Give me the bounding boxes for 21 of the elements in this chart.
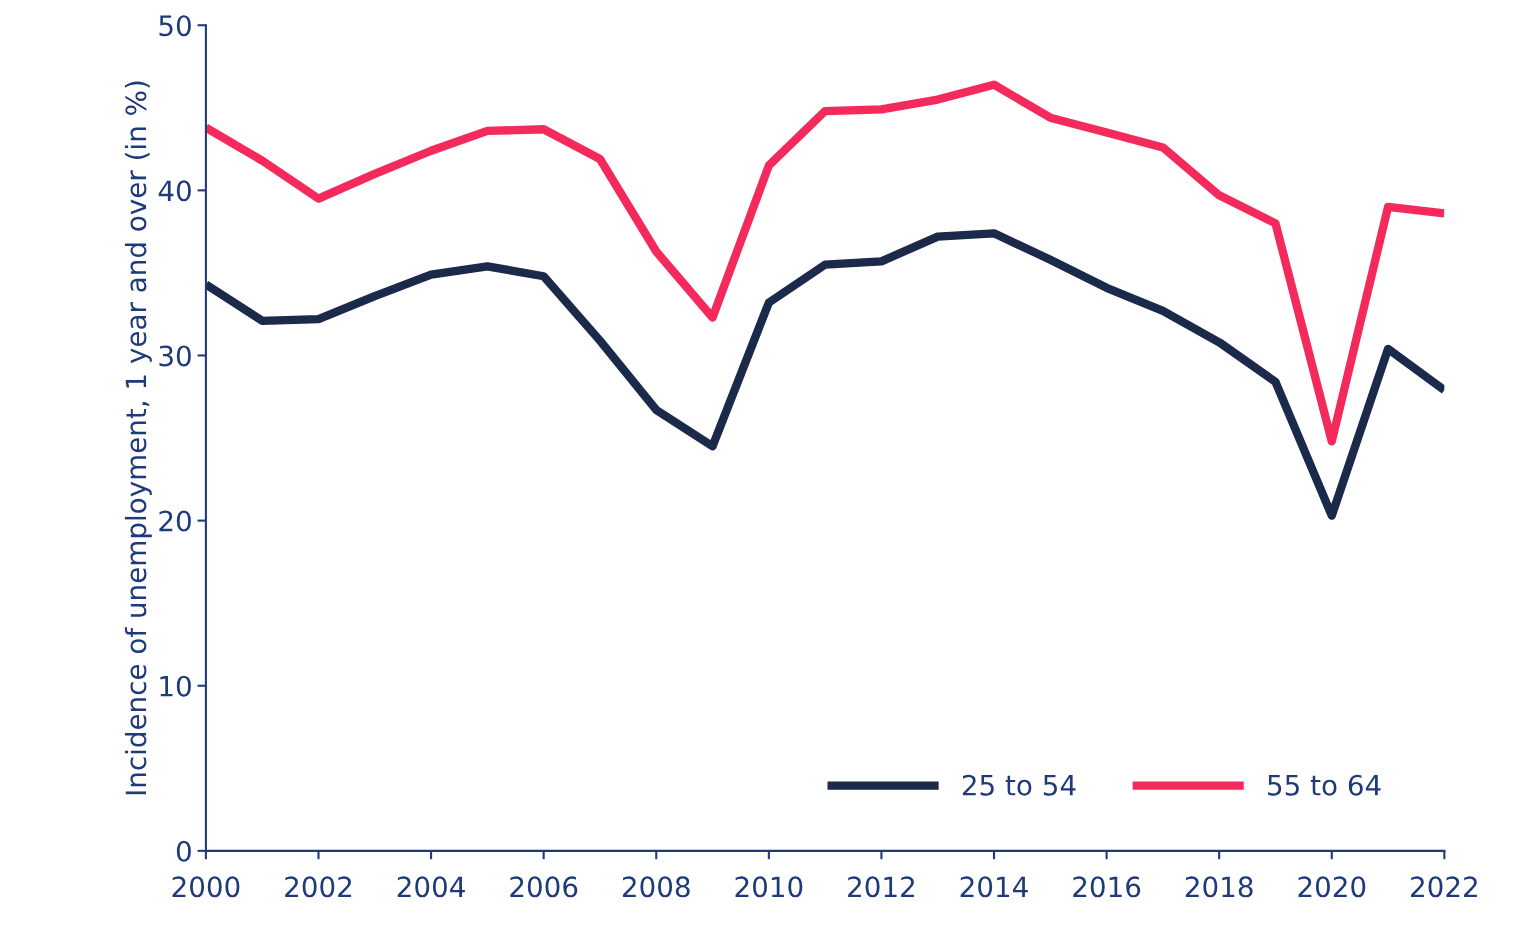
x-tick-label: 2014	[960, 876, 1028, 898]
y-tick-label: 50	[159, 15, 191, 37]
y-tick-label: 10	[160, 675, 191, 697]
y-tick-label: 20	[159, 510, 191, 532]
x-tick-label: 2022	[1411, 876, 1477, 898]
x-tick-label: 2004	[397, 876, 465, 898]
x-tick-label: 2020	[1298, 876, 1366, 898]
x-tick-label: 2018	[1185, 876, 1253, 898]
legend-label: 25 to 54	[962, 774, 1076, 796]
y-tick-label: 30	[159, 345, 191, 367]
y-tick-label: 40	[158, 180, 191, 202]
x-tick-label: 2008	[622, 876, 690, 898]
legend-label: 55 to 64	[1268, 774, 1381, 796]
x-tick-label: 2016	[1073, 876, 1141, 898]
x-tick-label: 2006	[510, 876, 578, 898]
x-tick-label: 2012	[848, 876, 914, 898]
x-tick-label: 2010	[735, 876, 803, 898]
x-tick-label: 2002	[285, 876, 352, 898]
y-tick-label: 0	[176, 840, 191, 862]
x-tick-label: 2000	[172, 876, 240, 898]
y-axis-title: Incidence of unemployment, 1 year and over (in %)	[124, 81, 152, 795]
